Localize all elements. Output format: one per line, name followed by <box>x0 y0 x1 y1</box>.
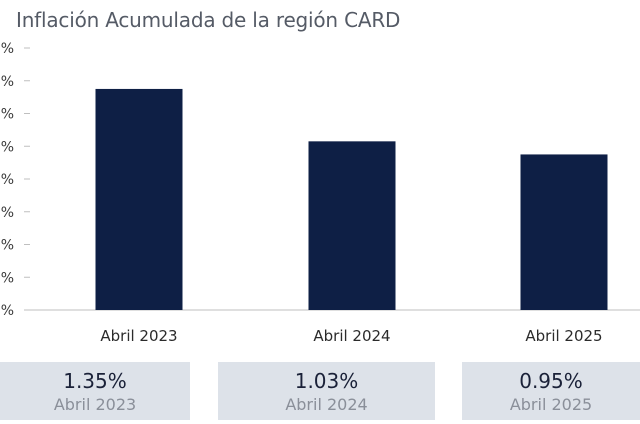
x-tick-label: Abril 2024 <box>313 327 390 345</box>
summary-card-2024: 1.03% Abril 2024 <box>218 362 435 420</box>
x-axis-labels: Abril 2023 Abril 2024 Abril 2025 <box>100 327 602 345</box>
y-tick-label: % <box>1 41 14 57</box>
card-value: 1.35% <box>63 369 127 393</box>
card-value: 1.03% <box>294 369 359 393</box>
y-tick-label: % <box>1 139 14 155</box>
y-tick-label: % <box>1 205 14 221</box>
y-tick-label: % <box>1 238 14 254</box>
y-tick-label: % <box>1 172 14 188</box>
y-tick-label: % <box>1 74 14 90</box>
y-axis-ticks: %%%%%%%%% <box>1 41 30 319</box>
y-tick-label: % <box>1 303 14 319</box>
x-tick-label: Abril 2025 <box>525 327 602 345</box>
summary-card-2023: 1.35% Abril 2023 <box>0 362 190 420</box>
y-tick-label: % <box>1 107 14 123</box>
card-label: Abril 2023 <box>53 395 137 414</box>
bar-chart: %%%%%%%%% Abril 2023 Abril 2024 Abril 2025 <box>1 41 640 345</box>
bars <box>95 88 608 310</box>
bar <box>308 141 396 310</box>
card-label: Abril 2025 <box>509 395 593 414</box>
bar <box>520 154 608 310</box>
x-tick-label: Abril 2023 <box>100 327 177 345</box>
bar <box>95 88 183 310</box>
card-label: Abril 2024 <box>285 395 368 414</box>
card-value: 0.95% <box>519 369 583 393</box>
summary-card-2025: 0.95% Abril 2025 <box>462 362 640 420</box>
chart-title: Inflación Acumulada de la región CARD <box>16 8 401 32</box>
y-tick-label: % <box>1 270 14 286</box>
